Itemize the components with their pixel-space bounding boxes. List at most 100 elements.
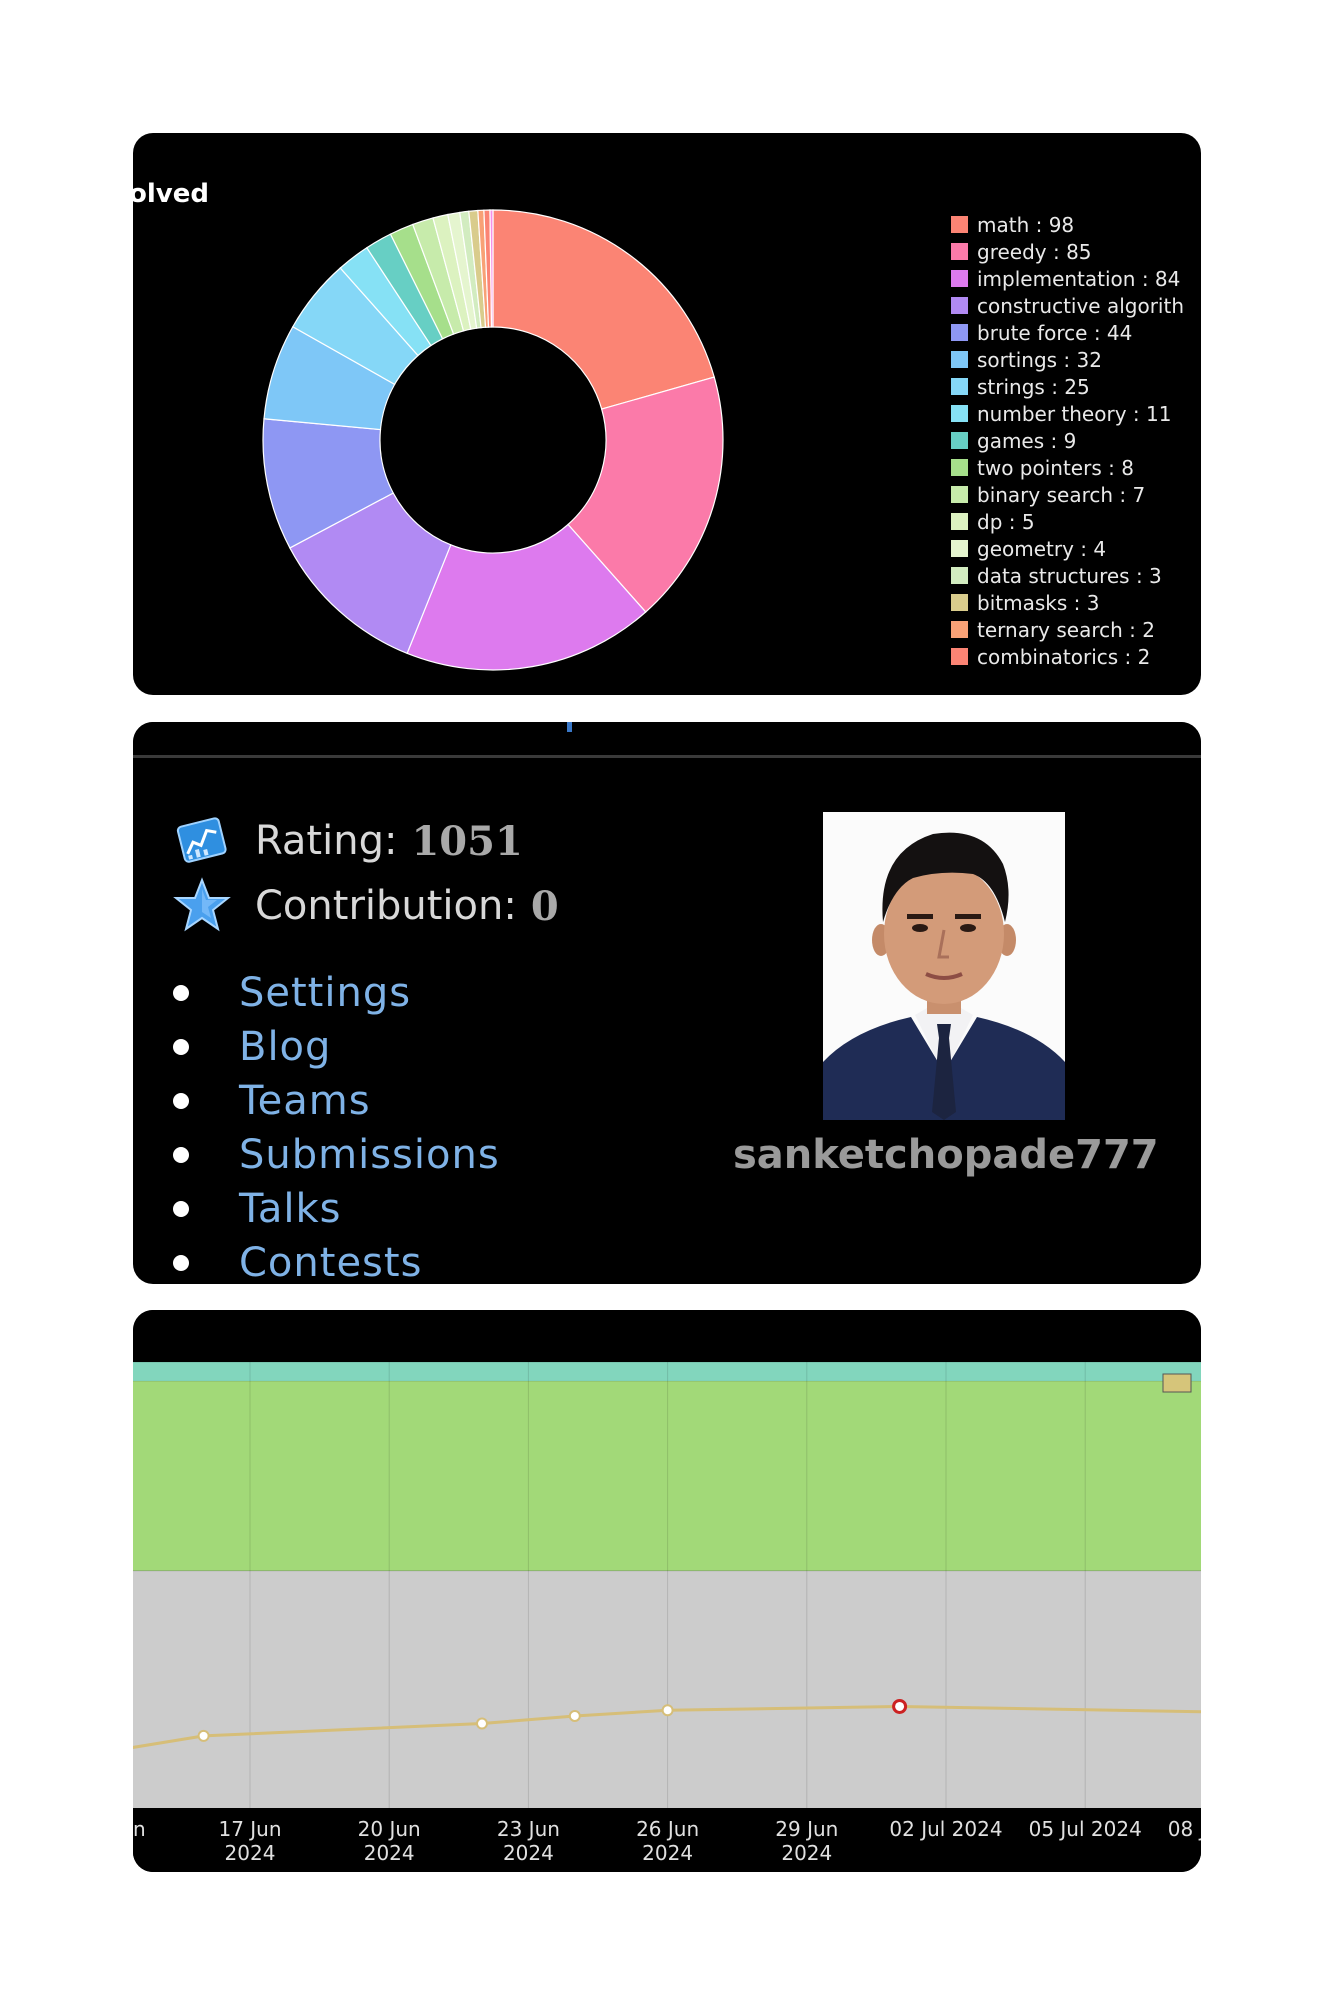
legend-swatch	[951, 486, 968, 503]
legend-label: strings : 25	[977, 374, 1090, 399]
x-axis-bar	[133, 1808, 1201, 1872]
user-handle[interactable]: sanketchopade777	[733, 1132, 1159, 1178]
x-tick-label: 23 Jun	[497, 1817, 560, 1841]
legend-label: brute force : 44	[977, 320, 1133, 345]
x-tick-label: 26 Jun	[636, 1817, 699, 1841]
rating-point[interactable]	[476, 1717, 488, 1730]
legend-label: math : 98	[977, 212, 1075, 237]
legend-item[interactable]: data structures : 3	[951, 562, 1201, 589]
rating-point[interactable]	[197, 1729, 210, 1742]
tags-donut-chart	[262, 209, 724, 671]
rating-point[interactable]	[661, 1704, 674, 1717]
x-tick-label: 2024	[781, 1841, 832, 1865]
header-tick	[567, 722, 572, 732]
header-divider	[133, 755, 1201, 758]
x-tick-label: 2024	[225, 1841, 276, 1865]
pie-slice-math[interactable]	[492, 209, 715, 410]
legend-swatch	[951, 243, 968, 260]
menu-item-blog: Blog	[173, 1020, 500, 1074]
legend-label: greedy : 85	[977, 239, 1092, 264]
legend-item[interactable]: geometry : 4	[951, 535, 1201, 562]
chart-legend: math : 98 greedy : 85 implementation : 84 c…	[951, 211, 1201, 670]
legend-item[interactable]: math : 98	[951, 211, 1201, 238]
rating-point-highlight[interactable]	[892, 1698, 908, 1714]
x-tick-label: 02 Jul 2024	[889, 1817, 1002, 1841]
legend-item[interactable]: number theory : 11	[951, 400, 1201, 427]
rating-point[interactable]	[568, 1709, 581, 1722]
legend-label: ternary search : 2	[977, 617, 1155, 642]
legend-item[interactable]: strings : 25	[951, 373, 1201, 400]
rating-graph-icon	[176, 817, 227, 863]
legend-label: geometry : 4	[977, 536, 1107, 561]
bullet	[173, 985, 189, 1001]
teams-link[interactable]: Teams	[239, 1078, 371, 1124]
legend-label: bitmasks : 3	[977, 590, 1100, 615]
rating-band	[133, 1362, 1201, 1381]
legend-label: constructive algorith	[977, 293, 1185, 318]
contribution-label: Contribution:	[255, 883, 517, 929]
x-tick-label: 2024	[503, 1841, 554, 1865]
blog-link[interactable]: Blog	[239, 1024, 332, 1070]
x-tick-label: 17 Jun	[218, 1817, 281, 1841]
pie-slice-other[interactable]	[489, 209, 494, 328]
legend-swatch	[951, 594, 968, 611]
legend-label: games : 9	[977, 428, 1077, 453]
contribution-value: 0	[530, 882, 559, 930]
contests-link[interactable]: Contests	[239, 1240, 423, 1284]
menu-item-teams: Teams	[173, 1074, 500, 1128]
rating-band	[133, 1570, 1201, 1808]
legend-swatch	[951, 324, 968, 341]
talks-link[interactable]: Talks	[239, 1186, 342, 1232]
legend-swatch	[951, 378, 968, 395]
legend-label: two pointers : 8	[977, 455, 1134, 480]
legend-item[interactable]: implementation : 84	[951, 265, 1201, 292]
star-icon	[173, 877, 231, 932]
legend-label: sortings : 32	[977, 347, 1102, 372]
settings-link[interactable]: Settings	[239, 970, 412, 1016]
x-tick-label: 29 Jun	[775, 1817, 838, 1841]
x-tick-label: 05 Jul 2024	[1029, 1817, 1142, 1841]
x-tick-label: 2024	[364, 1841, 415, 1865]
menu-item-submissions: Submissions	[173, 1128, 500, 1182]
legend-swatch[interactable]	[1162, 1373, 1192, 1393]
legend-swatch	[951, 216, 968, 233]
header-strip	[133, 722, 1201, 755]
x-tick-label: 08 Jul 2024	[1168, 1817, 1201, 1841]
legend-item[interactable]: bitmasks : 3	[951, 589, 1201, 616]
chart-title: olved	[133, 179, 209, 209]
legend-item[interactable]: dp : 5	[951, 508, 1201, 535]
rating-graph-card: 17 Jun 2024 20 Jun 2024 23 Jun 2024 26 Jun 2024…	[133, 1310, 1201, 1872]
tags-chart-card: olved math : 98 greedy : 85 implementation…	[133, 133, 1201, 695]
legend-label: dp : 5	[977, 509, 1035, 534]
legend-item[interactable]: games : 9	[951, 427, 1201, 454]
legend-swatch	[951, 270, 968, 287]
legend-item[interactable]: binary search : 7	[951, 481, 1201, 508]
x-tick-label-partial: n	[133, 1817, 146, 1841]
submissions-link[interactable]: Submissions	[239, 1132, 500, 1178]
legend-item[interactable]: sortings : 32	[951, 346, 1201, 373]
rating-value: 1051	[411, 817, 523, 865]
legend-item[interactable]: two pointers : 8	[951, 454, 1201, 481]
legend-item[interactable]: constructive algorith	[951, 292, 1201, 319]
bullet	[173, 1039, 189, 1055]
bullet	[173, 1255, 189, 1271]
x-tick-label: 20 Jun	[358, 1817, 421, 1841]
contribution-row: Contribution: 0	[173, 877, 559, 935]
bullet	[173, 1093, 189, 1109]
pie-slice-greedy[interactable]	[567, 376, 724, 613]
legend-label: combinatorics : 2	[977, 644, 1151, 669]
legend-label: implementation : 84	[977, 266, 1181, 291]
legend-swatch	[951, 351, 968, 368]
legend-item[interactable]: combinatorics : 2	[951, 643, 1201, 670]
legend-item[interactable]: greedy : 85	[951, 238, 1201, 265]
legend-swatch	[951, 459, 968, 476]
rating-band	[133, 1380, 1201, 1571]
pie-slice-implementation[interactable]	[406, 523, 647, 671]
profile-photo	[823, 812, 1065, 1120]
rating-label: Rating:	[255, 818, 398, 864]
avatar[interactable]	[823, 812, 1065, 1120]
legend-label: number theory : 11	[977, 401, 1172, 426]
legend-item[interactable]: ternary search : 2	[951, 616, 1201, 643]
legend-item[interactable]: brute force : 44	[951, 319, 1201, 346]
